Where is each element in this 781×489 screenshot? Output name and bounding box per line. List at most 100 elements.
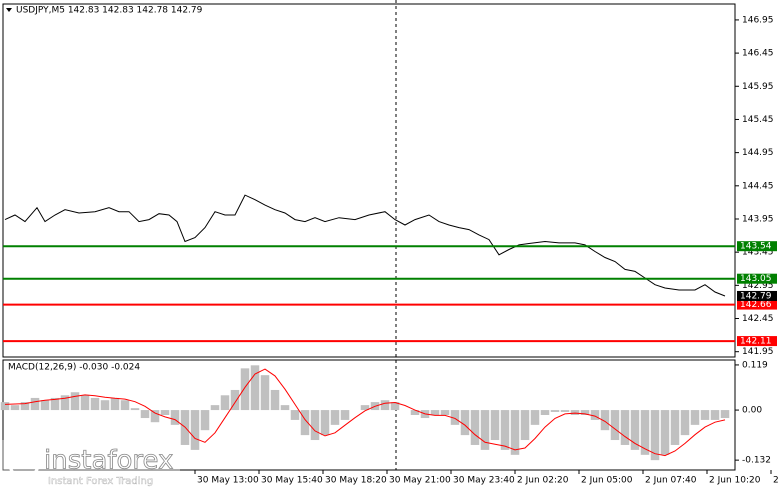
macd-bar — [250, 365, 260, 411]
macd-bar — [680, 410, 690, 436]
macd-bar — [110, 397, 120, 411]
y-tick-label: 142.95 — [742, 281, 774, 291]
x-tick-label: 30 May 23:40 — [453, 476, 515, 486]
macd-bar — [480, 410, 490, 450]
level-label: 142.11 — [740, 337, 772, 347]
watermark-brand: instaforex — [44, 446, 173, 476]
macd-bar — [380, 400, 390, 411]
y-tick-label: 0.00 — [742, 406, 762, 416]
macd-bar — [230, 389, 240, 411]
macd-bar — [490, 410, 500, 441]
macd-bar — [320, 410, 330, 436]
macd-bar — [660, 410, 670, 455]
macd-bar — [120, 400, 130, 411]
macd-bar — [40, 400, 50, 411]
macd-bar — [0, 402, 10, 411]
macd-bar — [20, 402, 30, 411]
macd-bar — [100, 400, 110, 411]
macd-bar — [640, 410, 650, 455]
y-tick-label: 145.95 — [742, 82, 774, 92]
y-tick-label: 0.119 — [742, 360, 768, 370]
price-line — [4, 194, 726, 297]
macd-bar — [30, 397, 40, 411]
macd-bar — [190, 410, 200, 450]
macd-bar — [650, 410, 660, 461]
macd-bar — [610, 410, 620, 441]
x-tick-label: 2 Jun 13:00 — [773, 476, 781, 486]
macd-bar — [410, 410, 420, 415]
macd-bar — [260, 375, 270, 411]
level-label: 143.05 — [740, 274, 772, 284]
macd-bar — [130, 408, 140, 411]
macd-bar — [510, 410, 520, 455]
price-frame — [2, 3, 736, 358]
last-price-box — [737, 290, 777, 301]
macd-bar — [90, 397, 100, 411]
x-tick-label: 30 May 15:40 — [261, 476, 323, 486]
macd-bar — [440, 410, 450, 415]
level-label: 143.54 — [740, 242, 772, 252]
symbol-header: USDJPY,M5 142.83 142.83 142.78 142.79 — [16, 6, 203, 16]
level-label-box — [737, 273, 777, 284]
macd-bar — [430, 410, 440, 415]
macd-bar — [520, 410, 530, 441]
x-tick-label: 2 Jun 05:00 — [581, 476, 633, 486]
macd-bar — [530, 410, 540, 425]
menu-arrow — [6, 8, 12, 12]
macd-bar — [50, 397, 60, 411]
watermark-tagline: Instant Forex Trading — [48, 476, 153, 487]
y-tick-label: -0.132 — [742, 456, 771, 466]
macd-bar — [360, 405, 370, 411]
macd-bar — [670, 410, 680, 445]
macd-bar — [470, 410, 480, 445]
macd-bar — [700, 410, 710, 420]
watermark-icon — [7, 445, 41, 479]
macd-bar — [460, 410, 470, 436]
macd-bar — [10, 405, 20, 411]
macd-bar — [240, 368, 250, 411]
level-label-box — [737, 336, 777, 347]
x-tick-label: 2 Jun 02:20 — [517, 476, 569, 486]
macd-bar — [150, 410, 160, 423]
macd-bar — [620, 410, 630, 445]
macd-bar — [600, 410, 610, 431]
macd-bar — [570, 410, 580, 415]
macd-bar — [220, 395, 230, 411]
macd-bar — [310, 410, 320, 441]
macd-bar — [300, 410, 310, 436]
macd-bar — [390, 402, 400, 411]
macd-bar — [710, 410, 720, 420]
level-label: 142.66 — [740, 300, 772, 310]
y-tick-label: 144.45 — [742, 181, 774, 191]
y-tick-label: 142.45 — [742, 314, 774, 324]
macd-bar — [550, 410, 560, 412]
macd-bar — [280, 405, 290, 411]
level-label-box — [737, 299, 777, 310]
macd-bar — [210, 405, 220, 411]
macd-bar — [690, 410, 700, 425]
macd-bar — [630, 410, 640, 450]
macd-bar — [270, 389, 280, 411]
macd-bar — [560, 410, 570, 412]
level-label-box — [737, 241, 777, 252]
macd-bar — [330, 410, 340, 425]
x-tick-label: 30 May 21:00 — [389, 476, 451, 486]
macd-frame — [2, 359, 736, 471]
x-tick-label: 2 Jun 07:40 — [645, 476, 697, 486]
y-tick-label: 143.95 — [742, 214, 774, 224]
macd-bar — [140, 410, 150, 419]
macd-bar — [580, 410, 590, 415]
macd-bar — [60, 395, 70, 411]
x-tick-label: 30 May 18:20 — [325, 476, 387, 486]
y-tick-label: 146.95 — [742, 15, 774, 25]
macd-bar — [200, 410, 210, 431]
macd-bar — [590, 410, 600, 420]
macd-bar — [540, 410, 550, 415]
x-tick-label: 2 Jun 10:20 — [709, 476, 761, 486]
last-price-label: 142.79 — [740, 291, 772, 301]
macd-bar — [720, 410, 730, 419]
y-tick-label: 141.95 — [742, 347, 774, 357]
y-tick-label: 146.45 — [742, 49, 774, 59]
